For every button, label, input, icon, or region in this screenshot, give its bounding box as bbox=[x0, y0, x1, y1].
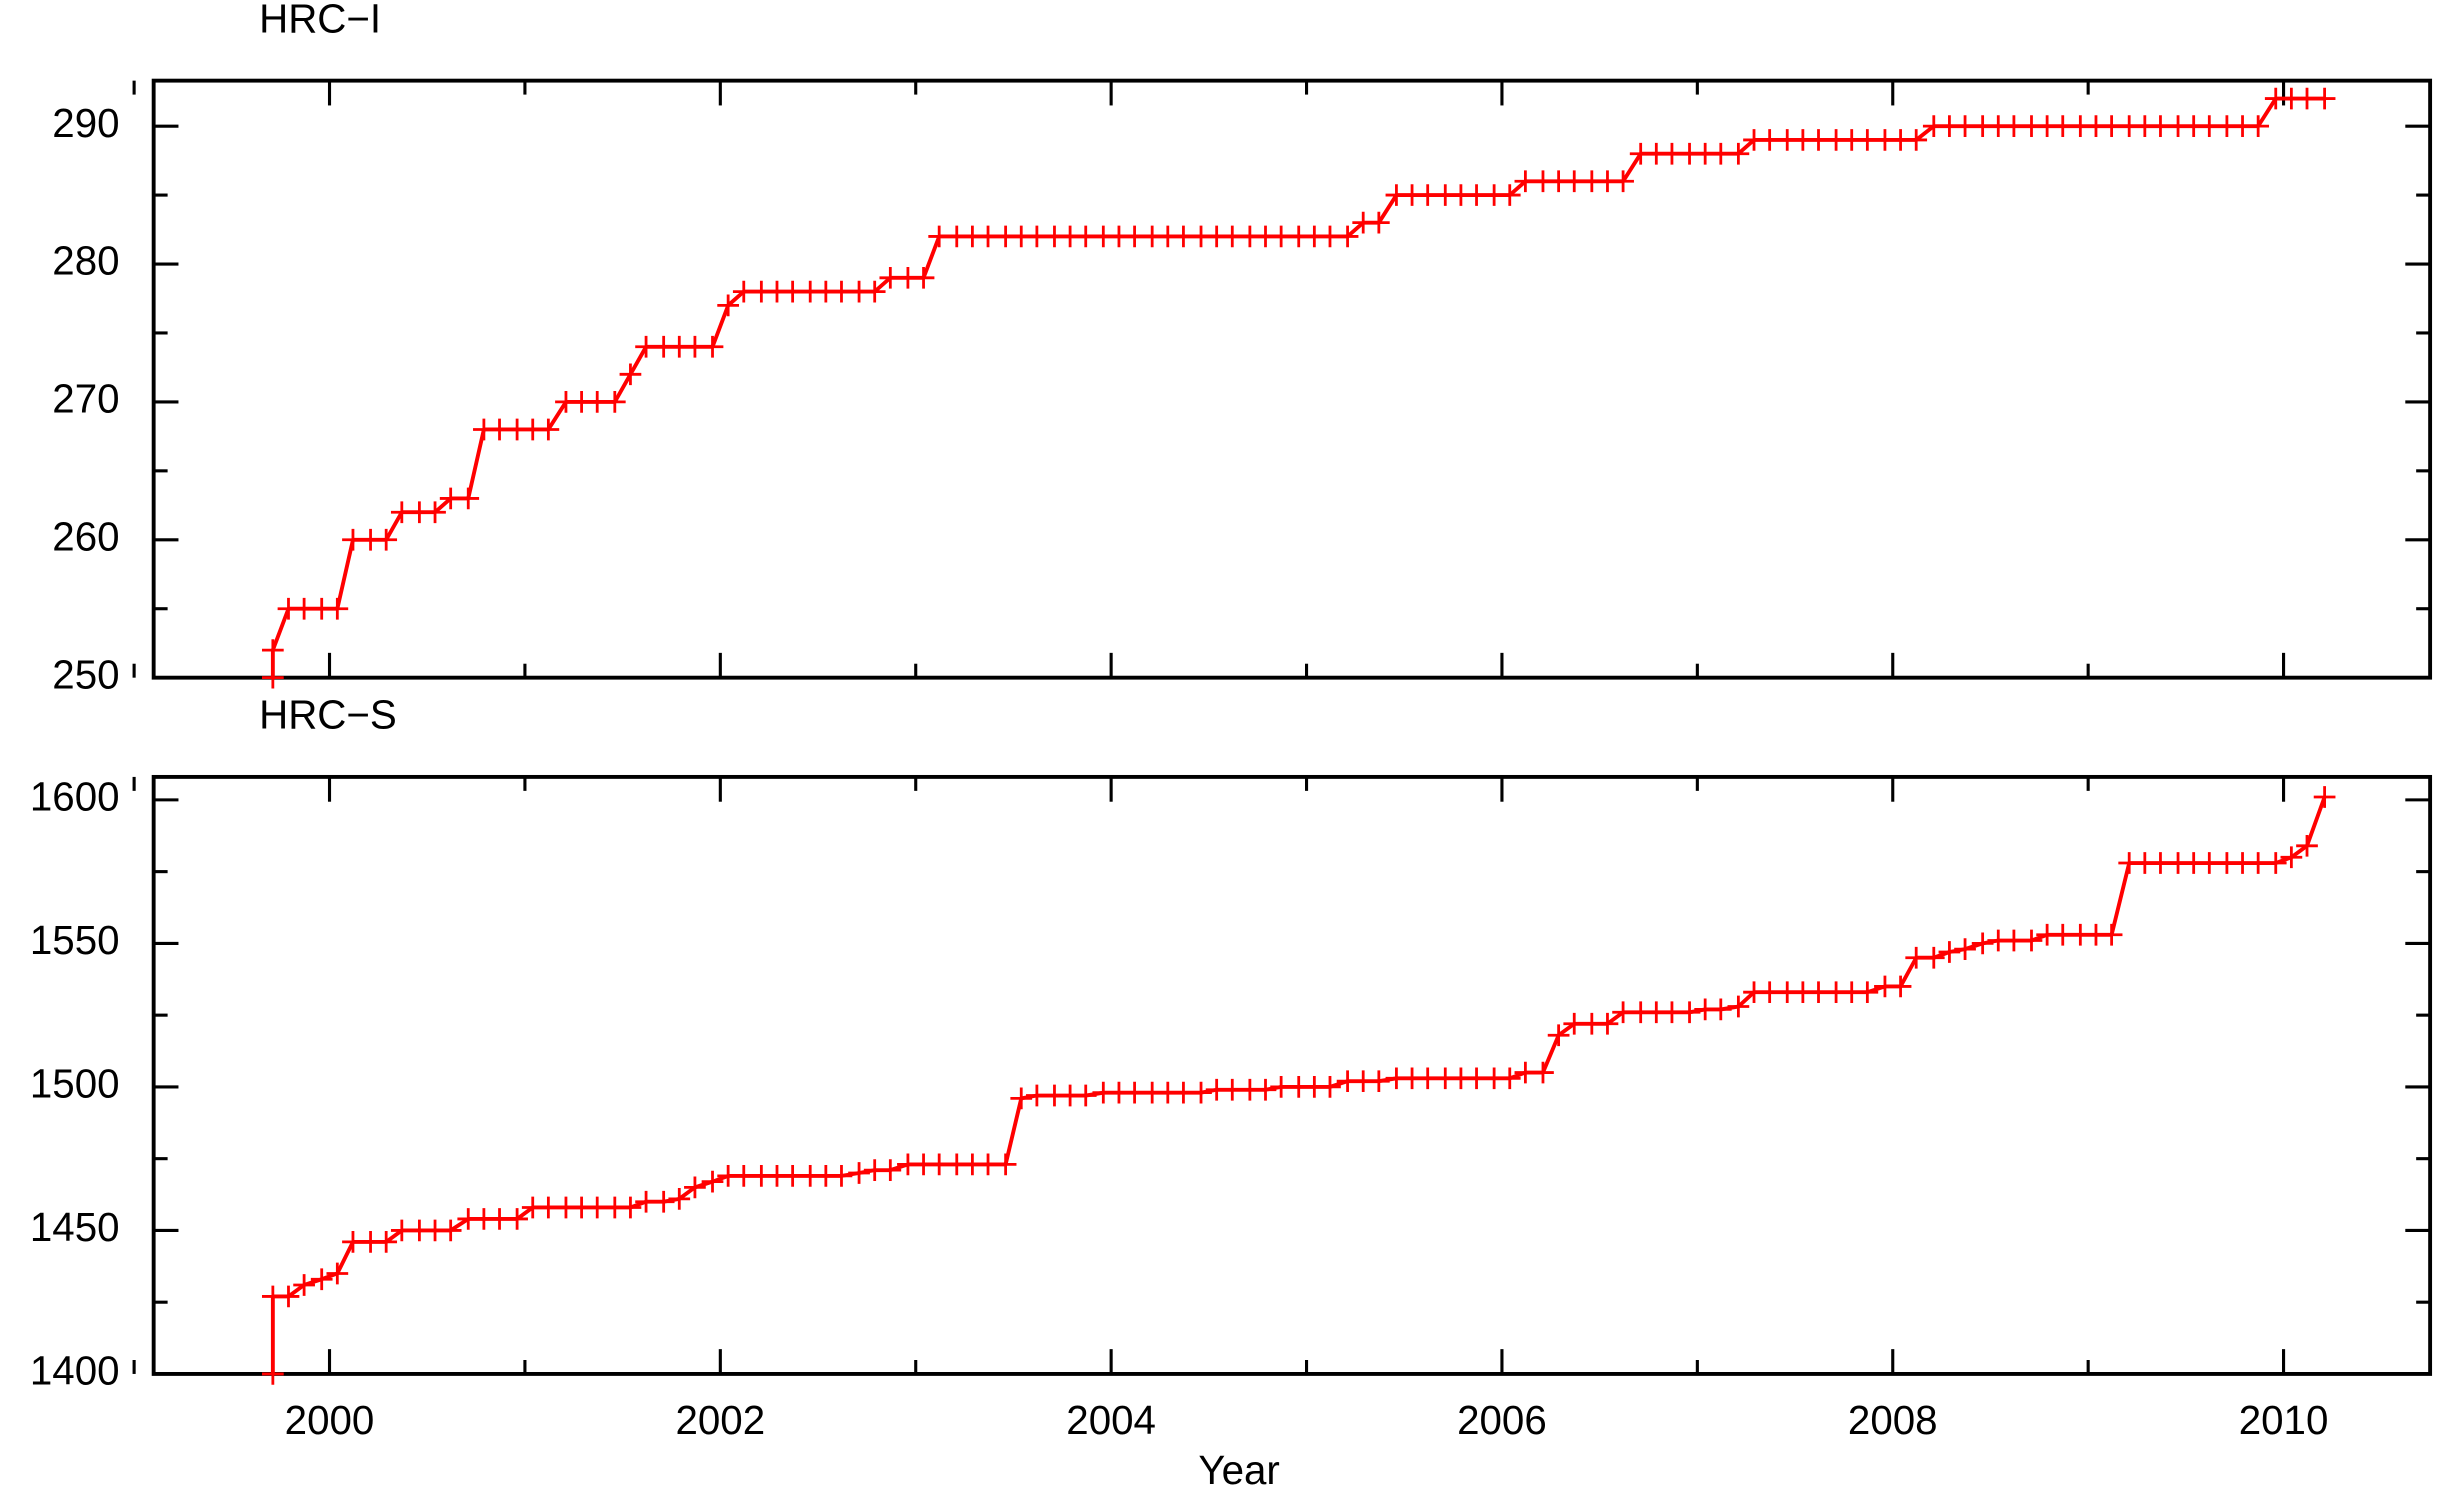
data-point bbox=[2247, 115, 2270, 137]
data-point bbox=[912, 266, 935, 289]
data-point bbox=[1938, 941, 1961, 963]
y-tick-label: 270 bbox=[52, 377, 119, 422]
data-point bbox=[994, 1153, 1017, 1176]
y-tick-label: 1500 bbox=[30, 1062, 120, 1107]
data-point bbox=[863, 280, 886, 303]
data-point bbox=[1190, 1081, 1212, 1104]
data-point bbox=[2264, 852, 2287, 874]
y-tick-label: 1400 bbox=[30, 1349, 120, 1394]
data-point bbox=[2020, 929, 2043, 952]
data-point bbox=[2313, 786, 2336, 808]
plot-frame bbox=[151, 774, 2433, 1376]
data-point bbox=[375, 528, 398, 551]
data-point bbox=[668, 1187, 691, 1210]
data-point bbox=[2296, 834, 2318, 857]
data-point bbox=[1498, 1067, 1521, 1090]
data-point bbox=[701, 1170, 724, 1193]
data-point bbox=[1922, 946, 1945, 969]
data-point bbox=[1678, 1001, 1701, 1024]
data-point bbox=[1074, 1084, 1097, 1107]
data-point bbox=[1905, 129, 1928, 151]
data-point bbox=[1336, 225, 1359, 248]
data-point bbox=[603, 391, 626, 413]
data-point bbox=[1010, 1087, 1033, 1110]
y-tick-label: 290 bbox=[52, 101, 119, 146]
data-point bbox=[1254, 1078, 1277, 1101]
data-point bbox=[619, 363, 642, 386]
data-point bbox=[457, 487, 480, 510]
panel-title: HRC−I bbox=[259, 0, 381, 41]
x-tick-label: 2000 bbox=[285, 1398, 375, 1443]
data-point bbox=[1709, 998, 1732, 1021]
data-point bbox=[1596, 1012, 1619, 1035]
y-tick-label: 1450 bbox=[30, 1205, 120, 1250]
data-point bbox=[1532, 1061, 1554, 1084]
data-point bbox=[375, 1231, 398, 1253]
data-point bbox=[506, 1208, 528, 1230]
data-point bbox=[1367, 211, 1390, 234]
data-point bbox=[1612, 170, 1634, 193]
data-point bbox=[2280, 846, 2303, 869]
x-tick-label: 2002 bbox=[675, 1398, 765, 1443]
y-tick-label: 280 bbox=[52, 239, 119, 284]
data-point bbox=[1547, 1024, 1570, 1047]
data-point bbox=[879, 1159, 902, 1182]
data-line bbox=[270, 96, 2325, 678]
data-point bbox=[830, 1165, 853, 1187]
data-point bbox=[2100, 923, 2123, 946]
data-point bbox=[701, 335, 724, 358]
data-point bbox=[2313, 87, 2336, 110]
data-point bbox=[1498, 184, 1521, 206]
x-tick-label: 2008 bbox=[1848, 1398, 1938, 1443]
data-point bbox=[1727, 142, 1750, 165]
x-axis-label: Year bbox=[1198, 1448, 1279, 1493]
x-tick-label: 2004 bbox=[1066, 1398, 1156, 1443]
data-point bbox=[1856, 981, 1879, 1004]
data-point bbox=[1889, 975, 1912, 998]
y-tick-label: 260 bbox=[52, 514, 119, 559]
panel-title: HRC−S bbox=[259, 693, 397, 738]
data-point bbox=[652, 1190, 675, 1213]
data-point bbox=[310, 1268, 333, 1291]
data-point bbox=[1319, 1076, 1341, 1098]
data-point bbox=[326, 597, 349, 620]
data-point bbox=[1727, 995, 1750, 1018]
data-point bbox=[261, 639, 284, 661]
data-point bbox=[439, 1219, 462, 1242]
data-point bbox=[424, 501, 446, 524]
data-point bbox=[326, 1262, 349, 1285]
x-tick-label: 2010 bbox=[2239, 1398, 2329, 1443]
y-tick-label: 1600 bbox=[30, 775, 120, 820]
data-point bbox=[717, 294, 739, 317]
data-point bbox=[277, 1285, 300, 1308]
data-point bbox=[261, 1363, 284, 1385]
data-point bbox=[1971, 932, 1994, 955]
y-tick-label: 1550 bbox=[30, 918, 120, 963]
y-tick-label: 250 bbox=[52, 652, 119, 697]
data-point bbox=[684, 1176, 706, 1199]
data-point bbox=[619, 1196, 642, 1219]
data-point bbox=[537, 418, 560, 441]
x-tick-label: 2006 bbox=[1457, 1398, 1547, 1443]
data-point bbox=[261, 666, 284, 689]
data-point bbox=[1954, 938, 1976, 960]
data-point bbox=[1367, 1070, 1390, 1093]
plot-frame bbox=[151, 78, 2433, 680]
data-point bbox=[293, 1274, 315, 1296]
data-point bbox=[848, 1162, 870, 1184]
